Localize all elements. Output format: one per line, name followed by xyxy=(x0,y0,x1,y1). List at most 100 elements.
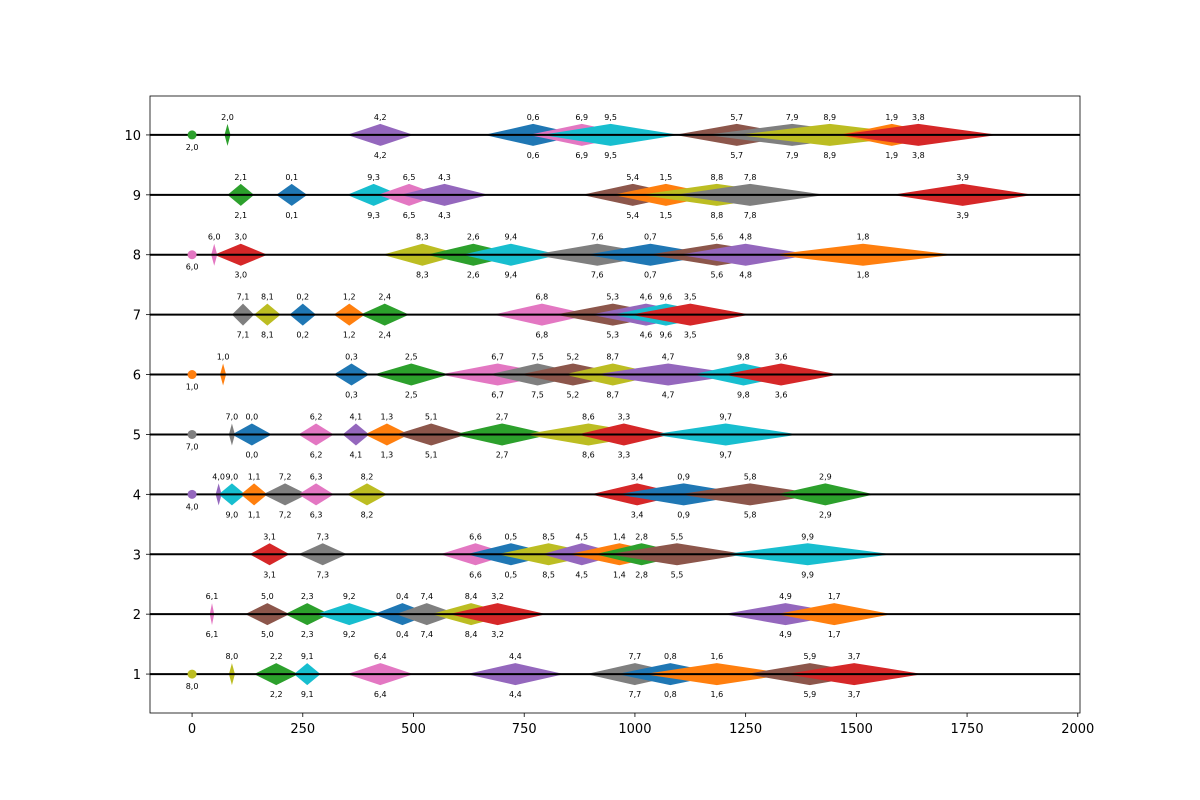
task-label-bottom: 1,9 xyxy=(885,151,898,160)
task-label-bottom: 1,1 xyxy=(248,510,261,519)
x-tick-label: 1500 xyxy=(840,722,873,737)
task-label-bottom: 4,1 xyxy=(350,450,363,459)
task-label-top: 5,7 xyxy=(730,113,743,122)
task-label-top: 6,0 xyxy=(208,233,221,242)
task-label-bottom: 7,5 xyxy=(531,391,544,400)
task-label-bottom: 7,9 xyxy=(786,151,799,160)
task-label-top: 9,4 xyxy=(505,233,518,242)
x-tick-label: 750 xyxy=(512,722,537,737)
task-label-top: 3,1 xyxy=(263,532,276,541)
task-label-top: 7,2 xyxy=(279,472,292,481)
task-label-top: 4,2 xyxy=(374,113,387,122)
task-label-bottom: 5,1 xyxy=(425,450,438,459)
task-label-top: 0,2 xyxy=(296,293,309,302)
task-label-bottom: 8,1 xyxy=(261,331,274,340)
task-label-bottom: 4,3 xyxy=(438,211,451,220)
task-label-bottom: 9,6 xyxy=(660,331,673,340)
task-label-top: 8,8 xyxy=(710,173,723,182)
task-label-bottom: 9,7 xyxy=(719,450,732,459)
task-label-top: 9,1 xyxy=(301,652,314,661)
task-label-top: 3,3 xyxy=(617,412,630,421)
task-label-top: 8,6 xyxy=(582,412,595,421)
task-label-bottom: 8,5 xyxy=(542,570,555,579)
task-label-top: 5,2 xyxy=(567,353,580,362)
task-label-bottom: 3,4 xyxy=(631,510,644,519)
task-label-top: 1,9 xyxy=(885,113,898,122)
task-label-bottom: 7,1 xyxy=(237,331,250,340)
task-label-top: 1,3 xyxy=(381,412,394,421)
origin-label: 1,0 xyxy=(186,383,199,392)
task-label-bottom: 2,6 xyxy=(467,271,480,280)
task-label-bottom: 0,8 xyxy=(664,690,677,699)
task-label-bottom: 3,1 xyxy=(263,570,276,579)
y-tick-label: 5 xyxy=(133,428,141,443)
y-axis: 1 2 3 4 5 6 7 8 9 10 xyxy=(124,129,150,683)
task-label-bottom: 5,9 xyxy=(803,690,816,699)
task-label-top: 1,2 xyxy=(343,293,356,302)
y-tick-label: 9 xyxy=(133,189,141,204)
task-label-top: 7,5 xyxy=(531,353,544,362)
task-label-top: 5,1 xyxy=(425,412,438,421)
task-label-bottom: 5,4 xyxy=(626,211,639,220)
task-label-top: 7,1 xyxy=(237,293,250,302)
task-label-bottom: 0,6 xyxy=(527,151,540,160)
task-label-bottom: 2,5 xyxy=(405,391,418,400)
task-label-top: 0,6 xyxy=(527,113,540,122)
task-label-bottom: 0,4 xyxy=(396,630,409,639)
task-label-bottom: 6,6 xyxy=(469,570,482,579)
task-label-top: 2,5 xyxy=(405,353,418,362)
task-label-top: 1,5 xyxy=(660,173,673,182)
task-label-top: 0,8 xyxy=(664,652,677,661)
task-label-top: 2,7 xyxy=(496,412,509,421)
task-label-bottom: 7,4 xyxy=(420,630,433,639)
task-label-top: 2,1 xyxy=(234,173,247,182)
timeline-8 xyxy=(211,243,954,266)
task-label-bottom: 3,9 xyxy=(956,211,969,220)
task-label-top: 6,5 xyxy=(403,173,416,182)
task-label-top: 2,4 xyxy=(378,293,391,302)
task-label-top: 8,2 xyxy=(361,472,374,481)
y-tick-label: 10 xyxy=(124,129,141,144)
task-label-top: 1,0 xyxy=(217,353,230,362)
task-label-bottom: 7,7 xyxy=(629,690,642,699)
task-label-bottom: 2,4 xyxy=(378,331,391,340)
task-label-bottom: 3,7 xyxy=(848,690,861,699)
x-tick-label: 1750 xyxy=(951,722,984,737)
task-label-top: 9,8 xyxy=(737,353,750,362)
task-label-top: 3,2 xyxy=(491,592,504,601)
task-label-bottom: 6,3 xyxy=(310,510,323,519)
task-label-top: 3,5 xyxy=(684,293,697,302)
task-label-bottom: 6,7 xyxy=(491,391,504,400)
task-label-top: 1,6 xyxy=(710,652,723,661)
task-label-top: 2,2 xyxy=(270,652,283,661)
task-label-bottom: 0,7 xyxy=(644,271,657,280)
task-label-top: 4,1 xyxy=(350,412,363,421)
origin-dot xyxy=(187,669,197,679)
task-label-top: 6,1 xyxy=(206,592,219,601)
task-label-bottom: 2,9 xyxy=(819,510,832,519)
task-label-top: 0,1 xyxy=(285,173,298,182)
task-label-bottom: 2,7 xyxy=(496,450,509,459)
task-label-bottom: 5,5 xyxy=(671,570,684,579)
task-label-bottom: 4,5 xyxy=(575,570,588,579)
task-label-top: 5,4 xyxy=(626,173,639,182)
task-label-bottom: 9,9 xyxy=(801,570,814,579)
task-label-bottom: 5,2 xyxy=(567,391,580,400)
task-label-bottom: 8,7 xyxy=(606,391,619,400)
task-label-bottom: 4,8 xyxy=(739,271,752,280)
y-tick-label: 7 xyxy=(133,309,141,324)
y-tick-label: 8 xyxy=(133,249,141,264)
task-label-top: 4,9 xyxy=(779,592,792,601)
task-label-top: 0,3 xyxy=(345,353,358,362)
task-label-bottom: 2,2 xyxy=(270,690,283,699)
task-label-top: 9,5 xyxy=(604,113,617,122)
task-label-bottom: 1,6 xyxy=(710,690,723,699)
task-label-top: 5,6 xyxy=(710,233,723,242)
task-label-bottom: 7,6 xyxy=(591,271,604,280)
task-label-bottom: 9,4 xyxy=(505,271,518,280)
task-label-bottom: 2,3 xyxy=(301,630,314,639)
task-label-top: 7,0 xyxy=(226,412,239,421)
task-label-top: 2,8 xyxy=(635,532,648,541)
task-label-top: 2,0 xyxy=(221,113,234,122)
